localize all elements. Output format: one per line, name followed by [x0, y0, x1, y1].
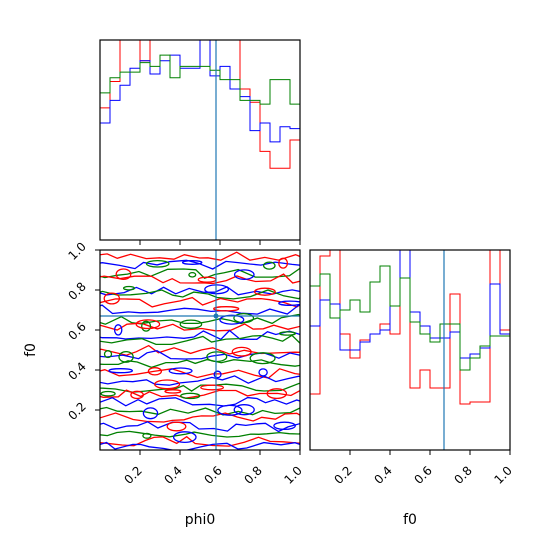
contour-frame — [99, 249, 301, 451]
contour-band-10 — [100, 329, 300, 341]
contour-ytick-tick-label-2: 0.6 — [65, 319, 88, 342]
contour-blob-8 — [179, 319, 203, 329]
contour-blob-37 — [181, 260, 203, 265]
f0-hist-xtick-tick-label-1: 0.4 — [371, 463, 394, 486]
x-axis-label-f0: f0 — [403, 512, 417, 528]
phi0-hist-frame — [99, 39, 301, 241]
contour-ytick-tick-label-3: 0.8 — [65, 279, 88, 302]
contour-blob-6 — [266, 388, 288, 400]
contour-blob-36 — [130, 390, 144, 400]
contour-blob-16 — [204, 284, 230, 295]
x-axis-label-phi0: phi0 — [185, 512, 216, 528]
contour-blob-7 — [108, 368, 134, 374]
contour-band-9 — [100, 322, 300, 332]
contour-lines — [100, 251, 300, 450]
contour-xtick-tick-label-4: 1.0 — [281, 463, 304, 486]
contour-blob-23 — [142, 432, 152, 439]
contour-blob-11 — [180, 392, 201, 400]
contour-band-2 — [100, 267, 300, 279]
contour-blob-18 — [135, 319, 161, 330]
f0-hist-xtick-tick-label-2: 0.6 — [411, 463, 434, 486]
contour-blob-12 — [115, 268, 132, 281]
contour-band-16 — [100, 375, 300, 386]
contour-band-24 — [100, 435, 300, 447]
contour-blob-32 — [206, 351, 228, 363]
contour-band-6 — [100, 296, 300, 308]
contour-band-5 — [100, 289, 300, 300]
contour-blob-10 — [258, 368, 268, 377]
contour-band-3 — [100, 273, 300, 285]
contour-blob-44 — [278, 331, 297, 336]
contour-ytick-tick-label-0: 0.2 — [65, 399, 88, 422]
contour-blob-13 — [217, 404, 243, 416]
contour-band-8 — [100, 313, 300, 325]
contour-blob-30 — [164, 389, 182, 394]
contour-blob-31 — [273, 421, 296, 431]
contour-band-25 — [100, 441, 300, 450]
contour-band-11 — [100, 334, 300, 346]
contour-band-15 — [100, 368, 300, 379]
contour-band-21 — [100, 412, 300, 423]
contour-blob-9 — [278, 257, 289, 269]
contour-band-14 — [100, 358, 300, 369]
contour-blob-15 — [231, 346, 252, 357]
contour-band-23 — [100, 430, 300, 438]
contour-ytick-tick-label-4: 1.0 — [65, 239, 88, 262]
f0-hist-xtick-tick-label-4: 1.0 — [491, 463, 514, 486]
contour-xtick-tick-label-1: 0.4 — [161, 463, 184, 486]
contour-blob-21 — [103, 292, 121, 305]
contour-blob-29 — [103, 350, 113, 359]
f0-hist-xtick-tick-label-3: 0.8 — [451, 463, 474, 486]
contour-ytick-tick-label-1: 0.4 — [65, 359, 88, 382]
contour-blob-5 — [122, 285, 136, 291]
contour-blob-26 — [145, 259, 170, 268]
contour-blob-0 — [147, 367, 163, 376]
contour-xtick-tick-label-0: 0.2 — [121, 463, 144, 486]
contour-band-22 — [100, 421, 300, 433]
contour-blob-38 — [188, 271, 197, 278]
phi0-histogram-panel — [99, 39, 301, 245]
contour-blob-4 — [168, 367, 193, 375]
contour-xtick-tick-label-3: 0.8 — [241, 463, 264, 486]
contour-blob-24 — [213, 306, 240, 312]
contour-band-12 — [100, 344, 300, 356]
phi0-hist-series-1 — [99, 39, 301, 240]
contour-truth-point — [213, 313, 219, 319]
f0-hist-series-2 — [309, 265, 511, 450]
contour-blob-39 — [200, 384, 225, 391]
contour-band-7 — [100, 304, 300, 315]
contour-blob-41 — [249, 352, 276, 365]
contour-blob-22 — [213, 370, 222, 379]
contour-blob-34 — [233, 404, 255, 416]
contour-blob-19 — [233, 269, 255, 280]
contour-blob-28 — [219, 314, 245, 325]
contour-blob-17 — [141, 320, 152, 332]
contour-blob-43 — [278, 300, 300, 306]
contour-band-1 — [100, 259, 300, 270]
contour-xtick-tick-label-2: 0.6 — [201, 463, 224, 486]
phi0-f0-contour-panel: 0.2 0.4 0.6 0.8 1.0 0.2 0.4 0.6 0.8 1.0 — [65, 239, 304, 486]
contour-band-20 — [100, 406, 300, 416]
contour-blob-35 — [118, 350, 134, 363]
contour-band-18 — [100, 389, 300, 399]
contour-band-19 — [100, 396, 300, 407]
contour-blob-27 — [166, 421, 187, 432]
contour-blob-42 — [253, 287, 276, 296]
contour-blob-2 — [262, 261, 276, 270]
f0-hist-xtick-tick-label-0: 0.2 — [331, 463, 354, 486]
f0-histogram-panel: 0.2 0.4 0.6 0.8 1.0 — [309, 249, 515, 487]
contour-blob-14 — [233, 312, 255, 324]
contour-blob-1 — [172, 431, 197, 444]
contour-blob-40 — [113, 324, 123, 336]
contour-blob-25 — [142, 407, 159, 420]
contour-blob-20 — [100, 390, 116, 397]
f0-hist-frame — [309, 249, 511, 451]
contour-blob-33 — [154, 379, 181, 390]
phi0-hist-series-2 — [99, 54, 301, 240]
y-axis-label-f0: f0 — [23, 343, 39, 357]
